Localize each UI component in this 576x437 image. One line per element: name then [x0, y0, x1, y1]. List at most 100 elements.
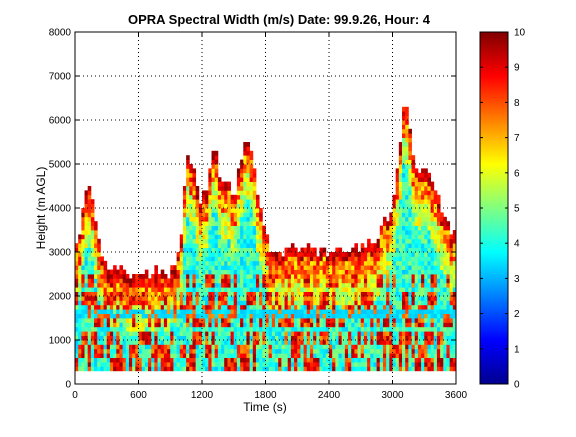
heatmap-cell — [160, 309, 165, 314]
heatmap-cell — [408, 278, 412, 284]
heatmap-cell — [411, 216, 416, 222]
heatmap-cell — [214, 150, 219, 156]
heatmap-cell — [348, 353, 352, 358]
heatmap-cell — [94, 274, 98, 279]
heatmap-cell — [259, 243, 263, 248]
heatmap-cell — [202, 212, 206, 218]
heatmap-cell — [271, 287, 276, 292]
heatmap-cell — [335, 247, 339, 253]
heatmap-cell — [335, 274, 339, 279]
heatmap-cell — [94, 278, 98, 284]
heatmap-cell — [392, 296, 397, 301]
heatmap-cell — [389, 274, 393, 279]
heatmap-cell — [373, 296, 378, 301]
heatmap-cell — [395, 313, 400, 319]
heatmap-cell — [395, 247, 400, 253]
heatmap-cell — [395, 322, 400, 328]
heatmap-cell — [103, 300, 108, 306]
heatmap-cell — [87, 238, 92, 244]
heatmap-cell — [100, 326, 104, 332]
heatmap-cell — [144, 348, 149, 354]
heatmap-cell — [386, 300, 390, 306]
heatmap-cell — [116, 318, 120, 323]
heatmap-cell — [249, 194, 254, 200]
heatmap-cell — [322, 274, 327, 279]
heatmap-cell — [402, 296, 406, 301]
heatmap-cell — [322, 318, 327, 323]
heatmap-cell — [392, 344, 397, 350]
heatmap-cell — [198, 238, 203, 244]
heatmap-cell — [224, 260, 228, 266]
heatmap-cell — [259, 212, 263, 218]
heatmap-cell — [303, 313, 308, 319]
heatmap-cell — [402, 331, 406, 336]
heatmap-cell — [402, 225, 406, 231]
heatmap-cell — [116, 366, 120, 372]
heatmap-cell — [106, 318, 111, 323]
heatmap-cell — [446, 252, 451, 257]
heatmap-cell — [408, 291, 412, 297]
heatmap-cell — [90, 296, 95, 301]
heatmap-cell — [198, 269, 203, 275]
heatmap-cell — [329, 322, 333, 328]
heatmap-cell — [405, 282, 409, 288]
heatmap-cell — [421, 344, 425, 350]
heatmap-cell — [97, 300, 101, 306]
heatmap-cell — [87, 309, 92, 314]
heatmap-cell — [182, 304, 187, 310]
heatmap-cell — [179, 326, 184, 332]
heatmap-cell — [246, 318, 251, 323]
heatmap-cell — [75, 274, 79, 279]
heatmap-cell — [275, 304, 279, 310]
heatmap-cell — [354, 309, 358, 314]
heatmap-cell — [395, 208, 400, 213]
heatmap-cell — [202, 256, 206, 262]
heatmap-cell — [402, 199, 406, 204]
heatmap-cell — [103, 348, 108, 354]
heatmap-cell — [151, 340, 155, 345]
heatmap-cell — [246, 353, 251, 358]
heatmap-cell — [233, 216, 238, 222]
heatmap-cell — [227, 212, 231, 218]
heatmap-cell — [408, 159, 412, 165]
heatmap-cell — [373, 353, 378, 358]
heatmap-cell — [341, 291, 346, 297]
heatmap-cell — [449, 265, 454, 270]
heatmap-cell — [240, 357, 244, 363]
heatmap-cell — [424, 287, 428, 292]
heatmap-cell — [325, 318, 330, 323]
heatmap-cell — [195, 357, 200, 363]
heatmap-cell — [116, 282, 120, 288]
heatmap-cell — [154, 309, 158, 314]
heatmap-cell — [284, 335, 289, 341]
heatmap-cell — [182, 366, 187, 372]
heatmap-cell — [398, 216, 403, 222]
heatmap-cell — [138, 340, 143, 345]
heatmap-cell — [405, 137, 409, 143]
heatmap-cell — [440, 212, 444, 218]
heatmap-cell — [224, 181, 228, 187]
heatmap-cell — [208, 282, 212, 288]
heatmap-cell — [265, 282, 270, 288]
heatmap-cell — [259, 234, 263, 240]
heatmap-cell — [252, 177, 257, 182]
heatmap-cell — [379, 353, 384, 358]
heatmap-cell — [348, 313, 352, 319]
heatmap-cell — [402, 282, 406, 288]
heatmap-cell — [103, 296, 108, 301]
heatmap-cell — [249, 287, 254, 292]
heatmap-cell — [224, 357, 228, 363]
heatmap-cell — [84, 190, 89, 196]
heatmap-cell — [341, 252, 346, 257]
heatmap-cell — [427, 278, 432, 284]
heatmap-cell — [300, 344, 305, 350]
heatmap-cell — [389, 344, 393, 350]
heatmap-cell — [408, 230, 412, 235]
heatmap-cell — [167, 362, 171, 367]
heatmap-cell — [281, 348, 285, 354]
heatmap-cell — [376, 362, 381, 367]
colorbar-tick-label: 7 — [514, 133, 520, 144]
heatmap-cell — [440, 256, 444, 262]
heatmap-cell — [186, 313, 190, 319]
heatmap-cell — [392, 208, 397, 213]
